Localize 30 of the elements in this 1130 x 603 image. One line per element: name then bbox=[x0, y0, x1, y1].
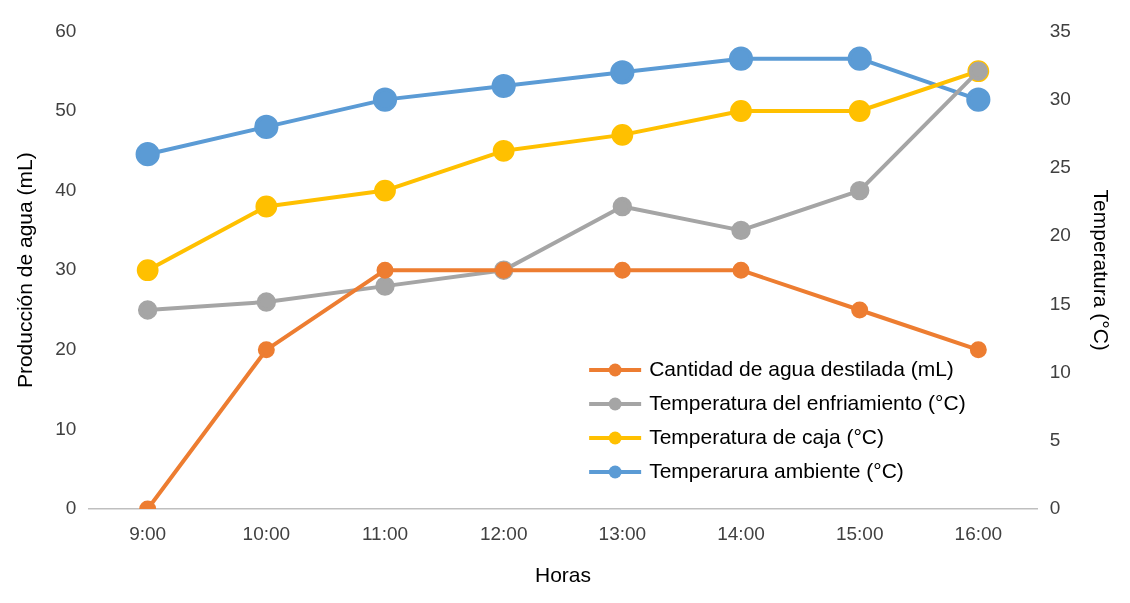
x-tick-label: 14:00 bbox=[717, 522, 765, 544]
y-tick-label: 50 bbox=[55, 99, 77, 121]
y-tick-label: 40 bbox=[55, 178, 77, 200]
legend-label: Temperarura ambiente (°C) bbox=[649, 458, 904, 482]
y2-tick-label: 20 bbox=[1049, 224, 1071, 246]
y2-tick-label: 25 bbox=[1049, 156, 1071, 178]
y-tick-label: 0 bbox=[65, 497, 77, 519]
x-tick-label: 16:00 bbox=[954, 522, 1003, 544]
y2-tick-label: 10 bbox=[1049, 360, 1071, 382]
x-tick-label: 15:00 bbox=[835, 522, 884, 544]
x-tick-label: 12:00 bbox=[479, 522, 528, 544]
y-tick-label: 60 bbox=[55, 19, 77, 41]
y2-tick-label: 35 bbox=[1049, 19, 1071, 41]
x-tick-label: 11:00 bbox=[361, 522, 409, 544]
legend-label: Temperatura del enfriamiento (°C) bbox=[649, 390, 966, 414]
y-tick-label: 30 bbox=[55, 258, 77, 280]
y-axis-title: Producción de agua (mL) bbox=[13, 152, 37, 389]
legend-label: Temperatura de caja (°C) bbox=[649, 424, 884, 448]
y2-tick-label: 30 bbox=[1049, 87, 1071, 109]
y2-tick-label: 15 bbox=[1049, 292, 1071, 314]
y2-tick-label: 0 bbox=[1049, 497, 1061, 519]
y-tick-label: 10 bbox=[55, 417, 77, 439]
y2-axis-title: Temperatura (°C) bbox=[1089, 189, 1113, 351]
x-tick-label: 10:00 bbox=[242, 522, 291, 544]
x-tick-label: 9:00 bbox=[129, 522, 167, 544]
x-axis-title: Horas bbox=[534, 563, 592, 587]
y2-tick-label: 5 bbox=[1049, 429, 1061, 451]
x-tick-label: 13:00 bbox=[598, 522, 647, 544]
legend-label: Cantidad de agua destilada (mL) bbox=[649, 356, 954, 380]
y-tick-label: 20 bbox=[55, 338, 77, 360]
